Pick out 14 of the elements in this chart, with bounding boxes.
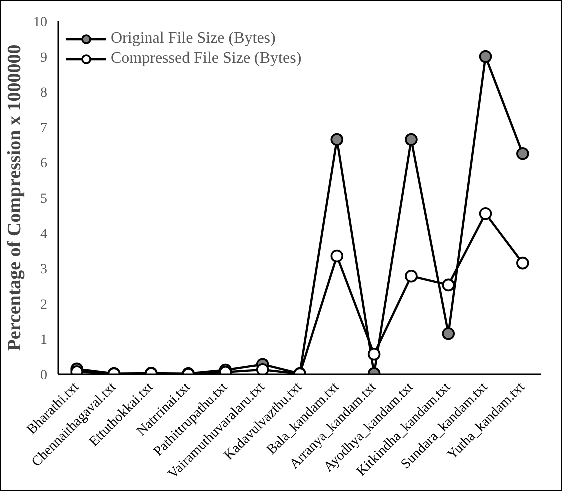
legend-label: Compressed File Size (Bytes) — [111, 50, 302, 68]
y-tick-label: 8 — [40, 86, 48, 102]
y-tick-label: 7 — [40, 121, 48, 136]
y-tick-label: 1 — [40, 333, 48, 348]
legend-label: Original File Size (Bytes) — [111, 30, 276, 48]
y-tick-label: 10 — [34, 16, 48, 30]
y-tick-label: 3 — [40, 262, 48, 278]
y-tick-label: 9 — [40, 50, 48, 66]
y-tick-label: 6 — [40, 156, 48, 172]
y-tick-label: 0 — [40, 368, 48, 384]
y-tick-label: 2 — [40, 298, 48, 313]
y-tick-label: 5 — [40, 192, 48, 207]
y-tick-label: 4 — [40, 227, 48, 242]
y-axis-title: Percentage of Compression x 1000000 — [4, 44, 26, 352]
